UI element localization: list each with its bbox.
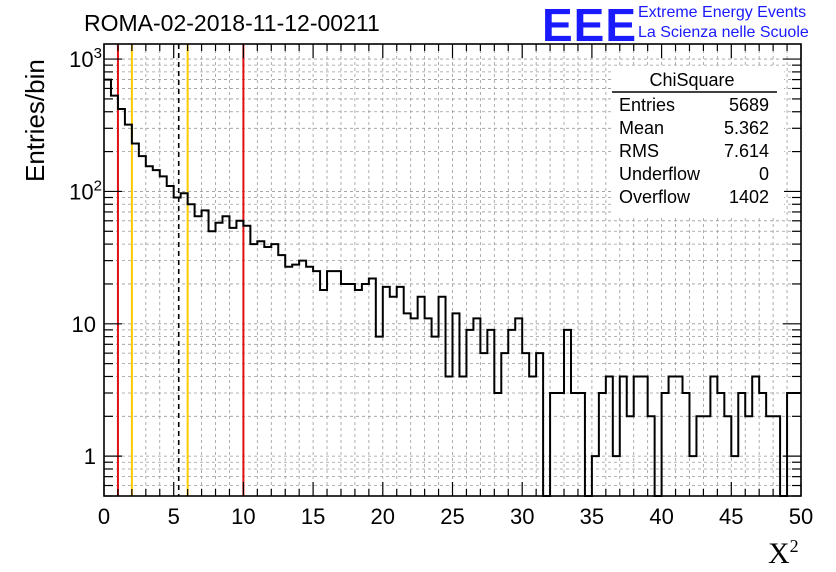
- eee-logo: EEE: [542, 0, 638, 51]
- logo-subtitle-2: La Scienza nelle Scuole: [638, 24, 809, 41]
- stats-row-value: 7.614: [724, 141, 769, 161]
- chart-title: ROMA-02-2018-11-12-00211: [84, 10, 380, 36]
- x-tick-label: 40: [649, 504, 673, 529]
- stats-box-background: [612, 66, 784, 216]
- y-tick-label: 102: [69, 177, 102, 204]
- x-tick-label: 15: [301, 504, 325, 529]
- stats-row-label: RMS: [619, 141, 659, 161]
- y-tick-label: 1: [84, 444, 96, 469]
- x-tick-label: 45: [719, 504, 743, 529]
- stats-row-value: 0: [759, 164, 769, 184]
- x-tick-label: 5: [168, 504, 180, 529]
- x-axis-label-sup: 2: [789, 536, 799, 556]
- x-tick-label: 25: [440, 504, 464, 529]
- logo-subtitle-1: Extreme Energy Events: [638, 4, 807, 21]
- x-tick-label: 50: [789, 504, 813, 529]
- x-axis-label-base: X: [768, 537, 790, 570]
- y-tick-label: 103: [69, 45, 102, 72]
- stats-row-label: Entries: [619, 95, 675, 115]
- stats-row-label: Overflow: [619, 187, 691, 207]
- x-tick-label: 30: [510, 504, 534, 529]
- stats-row-value: 5689: [729, 95, 769, 115]
- stats-box-title: ChiSquare: [649, 70, 734, 90]
- stats-row-value: 1402: [729, 187, 769, 207]
- y-tick-label: 10: [72, 312, 96, 337]
- histogram-series: [104, 78, 801, 497]
- x-axis-label: X2: [768, 536, 799, 571]
- x-tick-label: 0: [98, 504, 110, 529]
- stats-row-label: Mean: [619, 118, 664, 138]
- x-tick-label: 35: [580, 504, 604, 529]
- x-tick-label: 10: [231, 504, 255, 529]
- stats-row-label: Underflow: [619, 164, 701, 184]
- stats-row-value: 5.362: [724, 118, 769, 138]
- x-tick-label: 20: [371, 504, 395, 529]
